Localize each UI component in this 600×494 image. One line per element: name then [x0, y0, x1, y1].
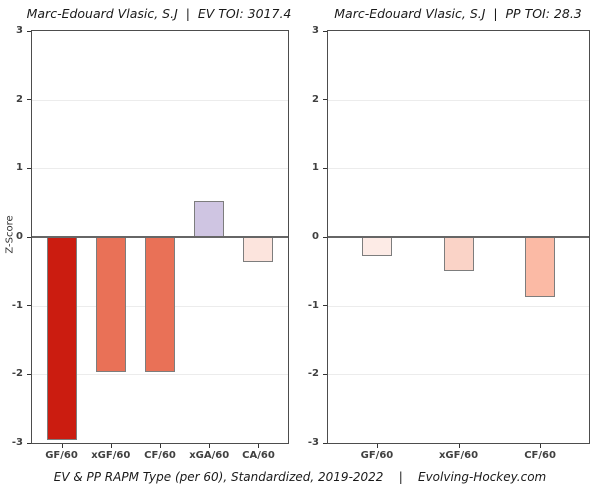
x-tick-mark [160, 444, 161, 448]
x-tick-mark [110, 444, 112, 448]
y-tick-label: 1 [16, 162, 23, 174]
y-tick-label: -3 [11, 437, 23, 448]
x-tick-label: CF/60 [144, 450, 176, 461]
gridline-y2 [32, 99, 288, 101]
bar-xgf60 [95, 237, 126, 373]
x-tick-label: CF/60 [524, 450, 556, 461]
bar-xgf60 [443, 237, 474, 272]
y-tick-mark [323, 167, 327, 169]
x-tick-mark [61, 444, 63, 448]
x-tick-label: GF/60 [360, 450, 394, 461]
y-tick-label: -2 [11, 368, 23, 380]
y-tick-label: 1 [312, 162, 319, 174]
y-tick-label: 2 [16, 93, 23, 105]
y-tick-mark [27, 305, 31, 307]
gridline-y1 [328, 168, 589, 170]
x-tick-mark [258, 444, 260, 448]
bar-xga60 [194, 201, 225, 237]
y-tick-label: 2 [312, 93, 319, 105]
x-tick-mark [458, 444, 460, 448]
y-tick-mark [27, 30, 31, 32]
y-tick-mark [323, 99, 327, 101]
bar-gf60 [361, 237, 392, 257]
x-tick-label: xGA/60 [189, 450, 230, 461]
x-tick-label: xGF/60 [91, 450, 131, 461]
y-tick-mark [27, 236, 31, 238]
y-tick-label: 0 [16, 231, 23, 242]
panel-ev: GF/60 xGF/60 CF/60 xGA/60 CA/60 3 2 1 0 -1 -2 -3 [12, 25, 289, 461]
chart-title-pp: Marc-Edouard Vlasic, S.J | PP TOI: 28.3 [334, 6, 582, 21]
x-tick-mark [209, 444, 211, 448]
x-tick-label: GF/60 [45, 450, 78, 461]
gridline-y-2 [32, 374, 288, 376]
x-tick-label: xGF/60 [438, 450, 479, 461]
figure-caption: EV & PP RAPM Type (per 60), Standardized… [53, 470, 547, 484]
bar-gf60 [46, 237, 77, 440]
gridline-y-2 [328, 374, 589, 376]
bar-cf60 [145, 237, 175, 372]
bar-ca60 [243, 237, 274, 262]
x-tick-mark [540, 444, 542, 448]
y-tick-mark [27, 373, 31, 375]
y-tick-label: -2 [307, 368, 319, 380]
y-tick-label: -3 [307, 437, 319, 448]
y-tick-mark [323, 30, 327, 32]
bar-cf60 [525, 237, 556, 298]
y-tick-label: -1 [307, 299, 319, 311]
y-tick-mark [27, 99, 31, 101]
chart-title-ev: Marc-Edouard Vlasic, S.J | EV TOI: 3017.… [26, 6, 292, 21]
y-tick-mark [323, 442, 327, 444]
zero-line [328, 236, 589, 238]
y-tick-mark [323, 236, 327, 238]
gridline-y1 [32, 168, 288, 170]
y-tick-mark [27, 167, 31, 169]
panel-pp: GF/60 xGF/60 CF/60 3 2 1 0 -1 -2 -3 [308, 25, 590, 461]
zero-line [32, 236, 288, 238]
y-tick-label: 3 [312, 25, 319, 36]
x-tick-label: CA/60 [242, 450, 275, 461]
y-tick-label: -1 [11, 299, 23, 311]
y-tick-label: 3 [16, 25, 23, 36]
y-tick-label: 0 [312, 231, 319, 242]
y-tick-mark [27, 442, 31, 444]
x-tick-mark [376, 444, 378, 448]
y-tick-mark [323, 305, 327, 307]
gridline-y2 [328, 99, 589, 101]
gridline-y-1 [328, 305, 589, 307]
y-tick-mark [323, 373, 327, 375]
